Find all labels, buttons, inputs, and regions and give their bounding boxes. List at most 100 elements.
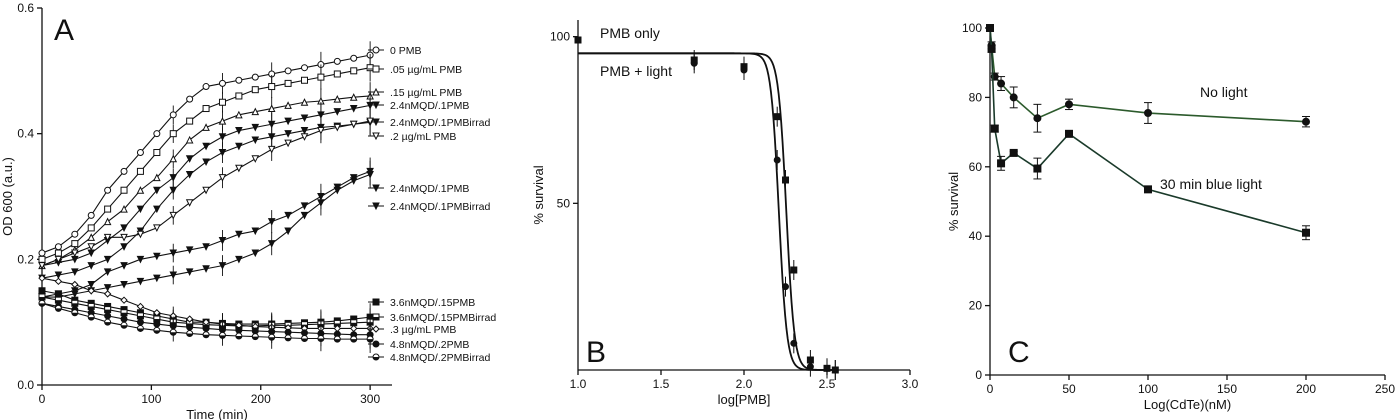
- panel-a-point: [153, 149, 161, 157]
- panel-a-point: [284, 67, 292, 75]
- panel-c-point: [990, 124, 999, 133]
- panel-c-point: [1033, 114, 1042, 123]
- panel-a-legend-entry: 4.8nMQD/.2PMBirrad: [368, 352, 491, 364]
- panel-a-point-fill: [203, 334, 210, 338]
- panel-a-x-axis-title: Time (min): [186, 407, 248, 420]
- panel-a-point: [169, 249, 178, 258]
- panel-a-point-fill: [88, 306, 95, 310]
- panel-b-x-tick-label: 1.5: [653, 377, 670, 391]
- panel-a-point-fill: [301, 338, 308, 342]
- panel-a-legend-entry: .15 µg/mL PMB: [368, 87, 462, 99]
- panel-a-point: [185, 315, 194, 323]
- panel-a-point: [235, 230, 243, 239]
- panel-b-point: [740, 66, 748, 74]
- panel-a-legend-label: 2.4nMQD/.1PMBirrad: [390, 117, 491, 129]
- panel-c-x-tick-label: 0: [987, 382, 994, 396]
- panel-a-point: [333, 108, 342, 116]
- panel-c-point: [986, 24, 994, 32]
- panel-a-point: [349, 177, 358, 185]
- panel-a-legend-marker-fill: [373, 317, 379, 320]
- panel-a-point-fill: [55, 308, 62, 312]
- panel-a-point: [120, 224, 128, 233]
- panel-a-point: [267, 240, 276, 248]
- panel-c: 0 50 100 150 200 250020406080100Log(CdTe)(nM)…: [946, 21, 1395, 412]
- panel-a-point: [71, 290, 79, 299]
- panel-a-point-fill: [39, 297, 45, 301]
- panel-c-point: [1144, 109, 1152, 118]
- panel-a-point: [202, 265, 210, 273]
- panel-b-point: [782, 176, 789, 184]
- panel-a-point: [185, 246, 194, 255]
- panel-a-point: [87, 224, 95, 232]
- panel-a-legend-marker: [372, 184, 380, 193]
- panel-a-point: [120, 233, 128, 242]
- panel-a-legend-marker: [372, 325, 380, 333]
- panel-a-y-tick-label: 0.0: [17, 378, 34, 392]
- panel-a-legend-label: 2.4nMQD/.1PMB: [390, 100, 469, 112]
- panel-a-point: [136, 205, 145, 214]
- panel-a-point: [366, 64, 374, 72]
- panel-a-point: [136, 302, 145, 311]
- panel-a-legend-marker: [372, 340, 380, 348]
- panel-a-point: [366, 117, 374, 126]
- panel-a-point: [186, 323, 194, 331]
- panel-c-x-tick-label: 200: [1296, 382, 1316, 396]
- panel-a-point: [169, 154, 178, 163]
- panel-a-point: [153, 252, 161, 261]
- panel-a-point: [218, 98, 226, 106]
- panel-a-point: [202, 83, 210, 91]
- panel-a-point: [317, 127, 325, 135]
- panel-a-point: [120, 296, 128, 304]
- panel-a-point-fill: [252, 336, 259, 340]
- panel-a-point-fill: [186, 333, 193, 337]
- panel-a-series: [38, 299, 374, 353]
- panel-a-point: [333, 186, 342, 195]
- panel-a-point: [333, 70, 341, 78]
- panel-a-legend-label: .15 µg/mL PMB: [390, 87, 462, 99]
- panel-a-point: [235, 92, 243, 100]
- panel-a-legend-label: 0 PMB: [390, 45, 422, 57]
- panel-a-point: [87, 249, 96, 258]
- panel-a-legend-marker: [372, 87, 380, 96]
- panel-a-x-tick-label: 0: [39, 392, 46, 406]
- panel-a-letter: A: [54, 14, 74, 47]
- panel-a-point: [120, 204, 128, 213]
- panel-a-point: [54, 290, 62, 298]
- panel-a-point: [104, 205, 112, 213]
- panel-a-point: [300, 114, 309, 123]
- panel-a-legend-entry: 3.6nMQD/.15PMB: [368, 297, 475, 309]
- panel-a-point: [218, 79, 226, 87]
- panel-a-point: [301, 329, 308, 337]
- panel-a-legend-entry: 2.4nMQD/.1PMBirrad: [368, 117, 491, 129]
- panel-a-point: [267, 104, 276, 113]
- panel-a-legend-marker: [372, 65, 380, 73]
- panel-a-point: [218, 174, 227, 182]
- panel-c-series-label: 30 min blue light: [1160, 176, 1262, 192]
- panel-a-legend-label: 2.4nMQD/.1PMB: [390, 183, 469, 195]
- panel-c-x-axis-title: Log(CdTe)(nM): [1144, 397, 1231, 412]
- panel-a-point: [185, 155, 194, 163]
- panel-a-point-fill: [104, 322, 111, 326]
- panel-b-point: [831, 366, 839, 374]
- panel-a-point: [300, 98, 309, 106]
- panel-a-point: [54, 277, 63, 286]
- panel-a-point: [54, 255, 63, 264]
- panel-a-point-fill: [104, 309, 111, 313]
- panel-a-point: [235, 326, 243, 334]
- panel-b-letter: B: [586, 336, 606, 369]
- panel-a-point: [218, 133, 227, 141]
- panel-a-point: [300, 202, 309, 211]
- panel-a-point: [104, 186, 112, 194]
- panel-a-point: [120, 262, 128, 270]
- panel-a-x-tick-label: 100: [141, 392, 161, 406]
- panel-a-legend-entry: .05 µg/mL PMB: [368, 64, 462, 76]
- panel-c-point: [997, 159, 1006, 168]
- panel-a-point: [71, 240, 79, 248]
- panel-a-y-tick-label: 0.6: [17, 1, 34, 15]
- panel-a-point: [349, 93, 358, 101]
- panel-c-y-tick-label: 20: [969, 299, 983, 313]
- panel-a-point: [87, 287, 95, 295]
- panel-b-point: [773, 113, 781, 121]
- panel-a-point: [136, 255, 145, 264]
- panel-a-point: [169, 130, 177, 138]
